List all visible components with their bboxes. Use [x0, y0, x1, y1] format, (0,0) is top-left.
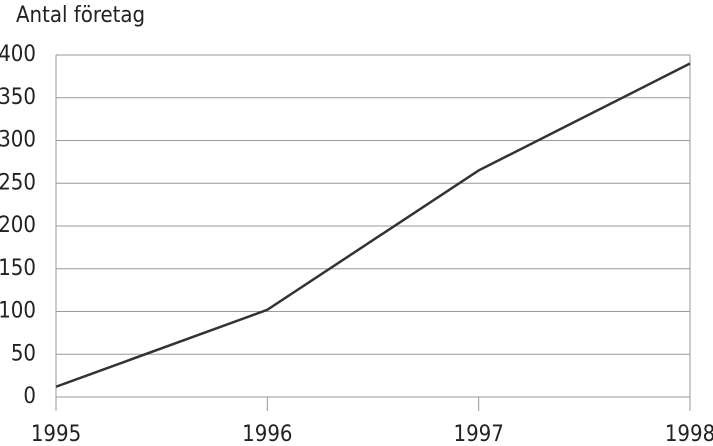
x-tick-label: 1998: [665, 422, 713, 446]
x-tick-label: 1996: [242, 422, 292, 446]
y-tick-label: 100: [0, 299, 36, 324]
y-tick-label: 400: [0, 42, 36, 67]
y-tick-label: 300: [0, 128, 36, 153]
data-line: [55, 62, 691, 388]
y-tick-label: 200: [0, 213, 36, 238]
x-tick-label: 1995: [31, 422, 81, 446]
y-tick-label: 50: [11, 341, 36, 366]
y-tick-label: 0: [23, 384, 36, 409]
y-axis-label: Antal företag: [16, 3, 145, 28]
y-tick-label: 150: [0, 256, 36, 281]
x-tick-label: 1997: [453, 422, 503, 446]
y-tick-label: 250: [0, 170, 36, 195]
y-tick-label: 350: [0, 85, 36, 110]
